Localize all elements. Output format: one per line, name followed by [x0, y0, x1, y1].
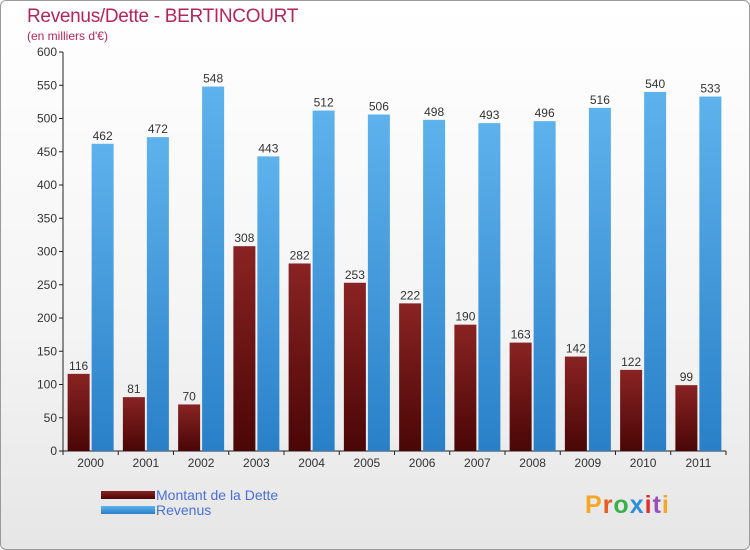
x-tick-label: 2004 [298, 456, 325, 470]
chart-subtitle: (en milliers d'€) [27, 29, 108, 43]
data-label-debt: 70 [182, 389, 196, 403]
logo-letter: t [652, 491, 662, 519]
x-tick-label: 2009 [575, 456, 602, 470]
logo-letter: o [613, 491, 630, 519]
x-tick-label: 2003 [243, 456, 270, 470]
y-tick-label: 100 [37, 378, 57, 392]
logo-letter: i [644, 491, 653, 519]
data-label-debt: 122 [621, 355, 641, 369]
bar-revenus [146, 137, 169, 451]
bar-chart: 0 50 100 150 200 250 300 350 400 450 500 550 600 2000… [37, 45, 727, 470]
legend-label-debt: Montant de la Dette [156, 487, 279, 503]
data-label-debt: 163 [511, 328, 531, 342]
y-tick-label: 200 [37, 311, 57, 325]
bar-revenus [699, 96, 722, 452]
proxiti-logo: Proxiti [585, 491, 670, 520]
bar-debt [288, 263, 311, 451]
x-tick-label: 2005 [354, 456, 381, 470]
data-label-debt: 282 [290, 248, 310, 262]
data-label-debt: 222 [400, 288, 420, 302]
bar-revenus [588, 107, 611, 452]
data-label-revenus: 472 [148, 122, 168, 136]
bar-revenus [202, 86, 225, 451]
bar-revenus [257, 156, 280, 451]
y-tick-label: 600 [37, 45, 57, 59]
bar-debt [564, 356, 587, 451]
logo-letter: r [602, 491, 614, 519]
bar-revenus [423, 119, 446, 451]
data-label-debt: 116 [69, 359, 88, 373]
x-tick-label: 2006 [409, 456, 436, 470]
y-tick-label: 0 [50, 444, 57, 458]
y-tick-label: 350 [37, 211, 57, 225]
bar-debt [509, 342, 532, 451]
bar-revenus [478, 123, 501, 451]
bar-revenus [367, 114, 390, 451]
data-label-revenus: 548 [203, 72, 223, 86]
y-tick-label: 450 [37, 145, 57, 159]
data-label-debt: 142 [566, 342, 586, 356]
bar-revenus [533, 121, 556, 451]
data-label-revenus: 533 [700, 82, 720, 96]
data-label-revenus: 540 [645, 77, 665, 91]
bar-debt [675, 385, 698, 451]
data-label-revenus: 516 [590, 93, 610, 107]
data-label-debt: 99 [680, 370, 694, 384]
y-tick-label: 400 [37, 178, 57, 192]
data-label-revenus: 496 [535, 106, 555, 120]
bar-debt [343, 282, 366, 451]
bar-debt [399, 303, 422, 451]
bar-debt [454, 324, 477, 451]
data-label-debt: 308 [234, 231, 254, 245]
x-tick-label: 2011 [685, 456, 711, 470]
y-tick-label: 300 [37, 245, 57, 259]
bar-debt [122, 397, 145, 451]
logo-letter: i [661, 491, 670, 519]
legend-label-revenus: Revenus [156, 502, 212, 518]
x-tick-label: 2010 [630, 456, 657, 470]
bar-debt [233, 246, 256, 451]
bar-revenus [644, 91, 667, 452]
data-label-debt: 253 [345, 268, 365, 282]
data-label-revenus: 443 [258, 141, 278, 155]
x-tick-label: 2007 [464, 456, 491, 470]
legend-swatch-debt [101, 491, 155, 499]
bar-debt [620, 369, 643, 451]
y-tick-label: 150 [37, 344, 57, 358]
y-tick-label: 500 [37, 112, 57, 126]
data-label-revenus: 498 [424, 105, 444, 119]
x-tick-label: 2008 [519, 456, 546, 470]
logo-letter: P [585, 491, 603, 519]
data-label-revenus: 462 [93, 129, 113, 143]
y-tick-label: 250 [37, 278, 57, 292]
data-label-debt: 81 [127, 382, 141, 396]
y-tick-label: 550 [37, 78, 57, 92]
x-tick-label: 2000 [77, 456, 104, 470]
x-tick-label: 2001 [133, 456, 160, 470]
data-label-revenus: 506 [369, 100, 389, 114]
data-label-revenus: 512 [314, 96, 334, 110]
data-label-revenus: 493 [479, 108, 499, 122]
bar-revenus [312, 110, 335, 452]
legend-swatch-revenus [101, 506, 155, 514]
x-tick-label: 2002 [188, 456, 215, 470]
y-tick-label: 50 [44, 411, 58, 425]
logo-letter: x [629, 491, 645, 519]
bar-revenus [91, 143, 114, 451]
bar-debt [178, 404, 201, 451]
chart-title: Revenus/Dette - BERTINCOURT [27, 6, 298, 27]
data-label-debt: 190 [455, 310, 475, 324]
bar-debt [67, 373, 90, 451]
